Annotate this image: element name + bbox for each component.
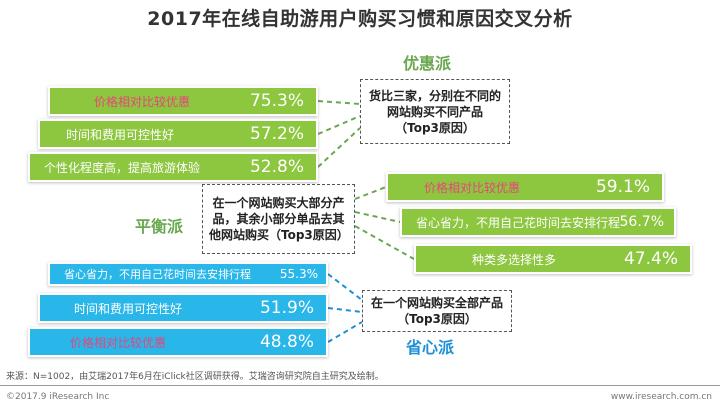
connector-balance-3 (354, 225, 415, 260)
callout-convenience: 在一个网站购买全部产品（Top3原因） (362, 290, 512, 332)
bar-value: 52.8% (249, 157, 304, 177)
chart-title: 2017年在线自助游用户购买习惯和原因交叉分析 (147, 8, 573, 30)
connector-discount-3 (317, 127, 361, 168)
callout-balance: 在一个网站购买大部分产品，其余小部分单品去其他网站购买（Top3原因） (202, 184, 355, 254)
connector-convenience-1 (327, 273, 363, 301)
bar-discount-1: 价格相对比较优惠 75.3% (48, 86, 318, 116)
bar-label: 省心省力，不用自己花时间去安排行程 (64, 268, 251, 281)
bar-label: 种类多选择性多 (472, 252, 557, 267)
bar-discount-3: 个性化程度高，提高旅游体验 52.8% (28, 152, 318, 182)
bar-value: 48.8% (259, 332, 314, 352)
connector-discount-1 (317, 100, 361, 105)
website-link[interactable]: www.iresearch.com.cn (610, 392, 712, 402)
copyright: ©2017.9 iResearch Inc (6, 392, 110, 402)
group-label-discount: 优惠派 (403, 54, 452, 73)
bar-balance-3: 种类多选择性多 47.4% (414, 244, 692, 274)
bar-label: 时间和费用可控性好 (66, 127, 175, 142)
connector-balance-2 (354, 211, 401, 223)
bar-balance-1: 价格相对比较优惠 59.1% (386, 172, 664, 202)
bar-label: 个性化程度高，提高旅游体验 (44, 160, 201, 175)
group-label-convenience: 省心派 (406, 338, 455, 357)
bar-balance-2: 省心省力，不用自己花时间去安排行程 56.7% (400, 207, 676, 237)
connector-convenience-3 (327, 321, 363, 343)
bar-value: 56.7% (619, 214, 664, 230)
bar-value: 59.1% (595, 177, 650, 197)
bar-value: 57.2% (249, 124, 304, 144)
bar-value: 51.9% (259, 298, 314, 318)
connector-discount-2 (317, 115, 361, 135)
source-note: 来源：N=1002，由艾瑞2017年6月在iClick社区调研获得。艾瑞咨询研究… (6, 372, 384, 382)
bar-value: 75.3% (249, 91, 304, 111)
footer-divider (0, 385, 720, 386)
bar-label: 价格相对比较优惠 (94, 94, 191, 109)
bar-convenience-1: 省心省力，不用自己花时间去安排行程 55.3% (48, 262, 328, 286)
bar-value: 47.4% (623, 249, 678, 269)
bar-label: 省心省力，不用自己花时间去安排行程 (416, 215, 621, 230)
callout-discount: 货比三家，分别在不同的网站购买不同产品（Top3原因） (360, 79, 510, 144)
bar-value: 55.3% (279, 267, 318, 281)
connector-balance-1 (354, 186, 387, 200)
bar-label: 价格相对比较优惠 (424, 180, 521, 195)
bar-discount-2: 时间和费用可控性好 57.2% (38, 119, 318, 149)
connector-convenience-2 (327, 307, 363, 313)
bar-label: 价格相对比较优惠 (70, 335, 167, 350)
bar-convenience-3: 价格相对比较优惠 48.8% (28, 327, 328, 357)
bar-label: 时间和费用可控性好 (74, 301, 183, 316)
bar-convenience-2: 时间和费用可控性好 51.9% (38, 293, 328, 323)
group-label-balance: 平衡派 (135, 217, 184, 236)
